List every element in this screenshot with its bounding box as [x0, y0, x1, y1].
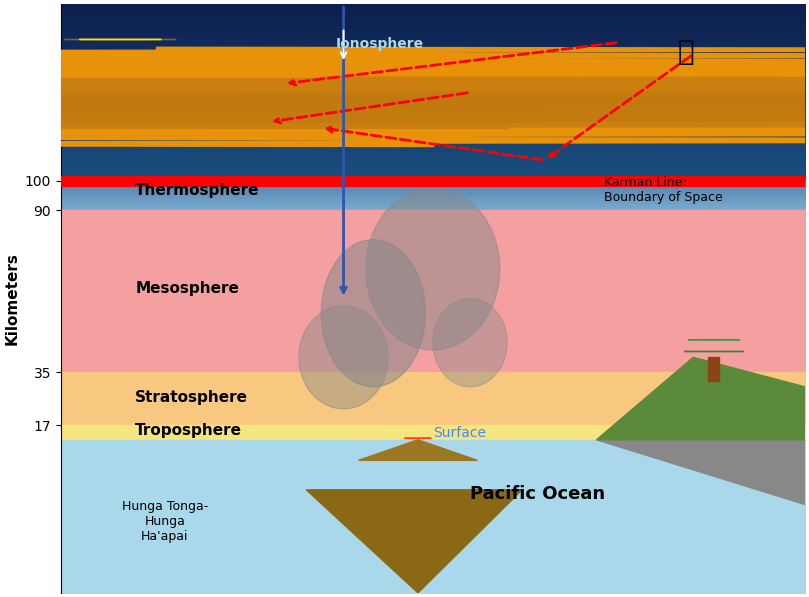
Ellipse shape [321, 239, 426, 387]
Text: Karman Line:
Boundary of Space: Karman Line: Boundary of Space [604, 176, 722, 204]
Polygon shape [596, 440, 805, 504]
Polygon shape [358, 440, 477, 460]
Polygon shape [307, 490, 522, 593]
Ellipse shape [366, 188, 500, 350]
Text: Thermosphere: Thermosphere [135, 183, 260, 198]
Ellipse shape [433, 298, 507, 387]
Text: Mesosphere: Mesosphere [135, 281, 239, 296]
Text: 🛰: 🛰 [677, 38, 694, 66]
Text: Troposphere: Troposphere [135, 423, 242, 438]
Text: Pacific Ocean: Pacific Ocean [470, 485, 605, 503]
Polygon shape [596, 358, 805, 440]
FancyBboxPatch shape [708, 358, 719, 381]
Ellipse shape [299, 306, 388, 409]
Y-axis label: Kilometers: Kilometers [4, 252, 19, 345]
Text: Hunga Tonga-
Hunga
Ha'apai: Hunga Tonga- Hunga Ha'apai [122, 500, 208, 543]
Text: Surface: Surface [433, 426, 486, 441]
Text: Stratosphere: Stratosphere [135, 389, 248, 405]
Text: Ionosphere: Ionosphere [336, 38, 424, 51]
